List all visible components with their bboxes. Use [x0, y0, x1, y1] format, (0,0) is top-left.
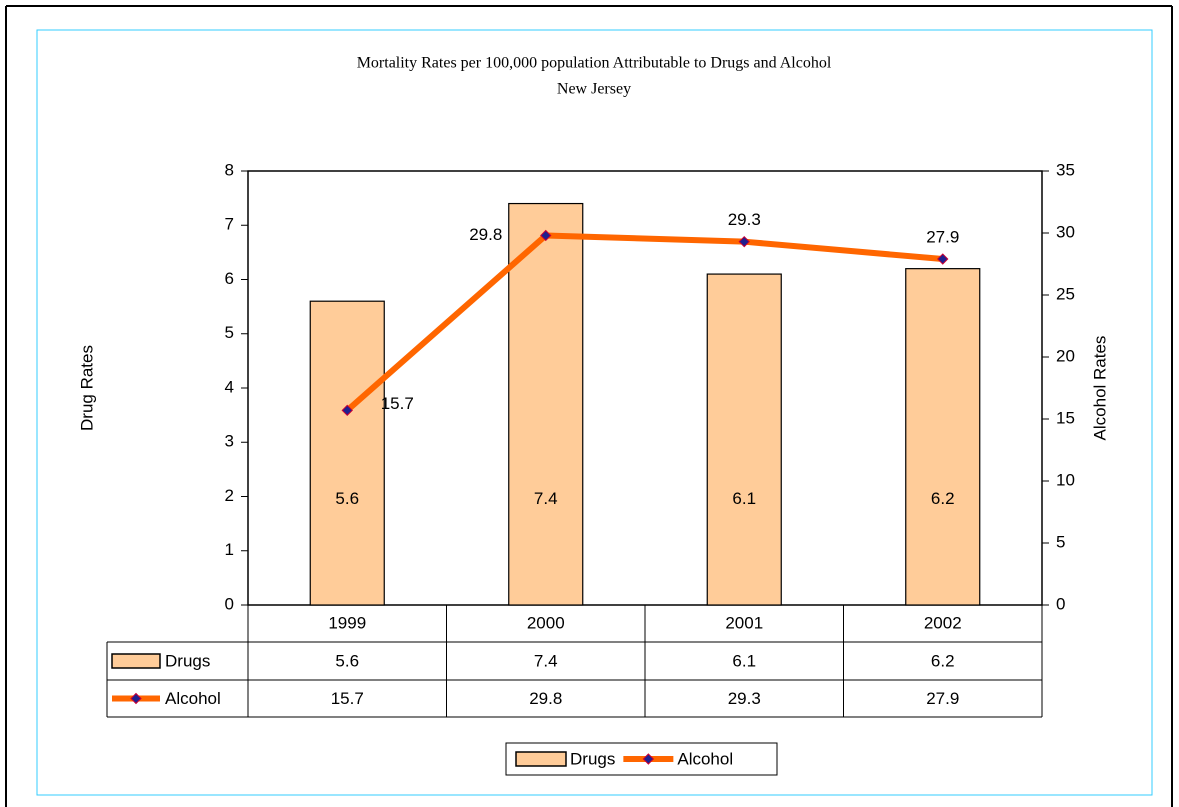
- table-row-label: Drugs: [165, 651, 210, 670]
- chart-frame: [36, 29, 1153, 796]
- legend-label: Drugs: [570, 749, 615, 768]
- x-tick-label: 2001: [725, 613, 763, 632]
- y-axis-label: Drug Rates: [77, 345, 96, 431]
- x-tick-label: 2002: [924, 613, 962, 632]
- line-marker: [540, 229, 552, 242]
- table-cell: 29.8: [529, 689, 562, 708]
- table-cell: 15.7: [331, 689, 364, 708]
- bar-value-label: 6.1: [732, 489, 756, 508]
- y-tick-label: 7: [225, 215, 234, 234]
- y2-tick-label: 25: [1056, 284, 1075, 303]
- table-cell: 6.1: [732, 651, 756, 670]
- y-tick-label: 3: [225, 432, 234, 451]
- y2-tick-label: 15: [1056, 408, 1075, 427]
- legend-key: [111, 653, 161, 669]
- bar-value-label: 7.4: [534, 489, 558, 508]
- bar: [905, 268, 981, 606]
- bar: [706, 273, 782, 606]
- y2-tick-label: 5: [1056, 532, 1065, 551]
- y2-tick-label: 20: [1056, 346, 1075, 365]
- bar-value-label: 5.6: [335, 489, 359, 508]
- table-cell: 5.6: [335, 651, 359, 670]
- line-value-label: 29.8: [469, 225, 502, 244]
- y-tick-label: 8: [225, 160, 234, 179]
- table-cell: 7.4: [534, 651, 558, 670]
- line-marker: [738, 235, 750, 248]
- chart-title: Mortality Rates per 100,000 population A…: [357, 55, 832, 72]
- y2-tick-label: 30: [1056, 222, 1075, 241]
- y-tick-label: 0: [225, 594, 234, 613]
- table-row-label: Alcohol: [165, 689, 221, 708]
- chart-subtitle: New Jersey: [557, 81, 631, 98]
- table-cell: 27.9: [926, 689, 959, 708]
- x-tick-label: 1999: [328, 613, 366, 632]
- table-cell: 29.3: [728, 689, 761, 708]
- bar: [508, 202, 584, 606]
- legend-key-marker: [642, 753, 655, 765]
- line-value-label: 29.3: [728, 210, 761, 229]
- line-marker: [937, 253, 949, 265]
- line: [345, 232, 944, 413]
- table-cell: 6.2: [931, 651, 955, 670]
- y-tick-label: 2: [225, 486, 234, 505]
- x-tick-label: 2000: [527, 613, 565, 632]
- y-tick-label: 1: [225, 540, 234, 559]
- legend-key-marker: [130, 692, 142, 705]
- y2-tick-label: 0: [1056, 594, 1065, 613]
- legend-key: [515, 751, 567, 767]
- y-tick-label: 4: [225, 377, 234, 396]
- legend-label: Alcohol: [677, 749, 733, 768]
- y2-tick-label: 35: [1056, 160, 1075, 179]
- line-value-label: 15.7: [381, 394, 414, 413]
- line-marker: [341, 404, 353, 417]
- y-tick-label: 6: [225, 269, 234, 288]
- y-tick-label: 5: [225, 323, 234, 342]
- line-value-label: 27.9: [926, 228, 959, 247]
- y2-tick-label: 10: [1056, 470, 1075, 489]
- bar-value-label: 6.2: [931, 489, 955, 508]
- y2-axis-label: Alcohol Rates: [1090, 336, 1109, 441]
- bar: [309, 300, 385, 606]
